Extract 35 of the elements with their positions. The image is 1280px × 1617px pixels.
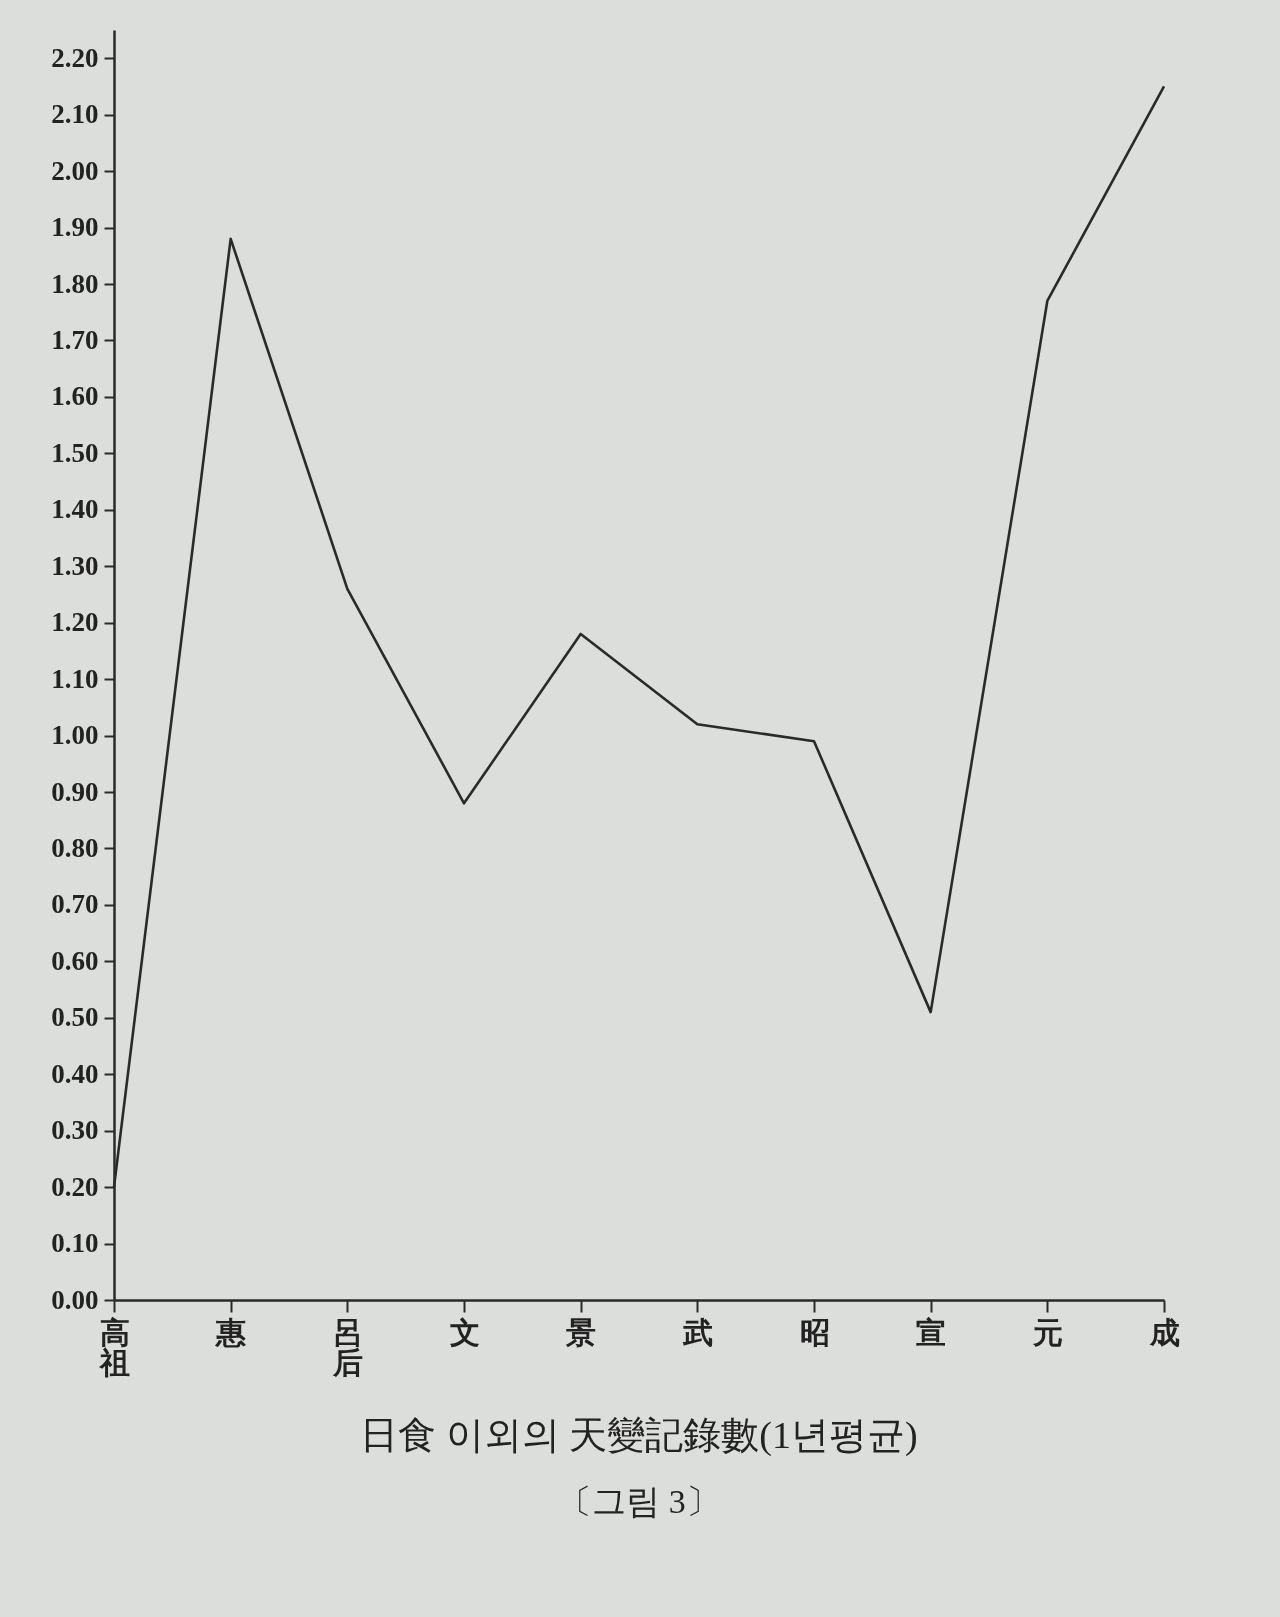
y-tick-label: 1.70 [51,324,99,355]
y-tick-label: 0.40 [51,1058,99,1089]
text: 〔그림 3〕 [558,1483,720,1520]
y-tick-label: 2.00 [51,155,99,186]
x-tick-label: 元 [1031,1315,1063,1349]
y-tick-label: 1.00 [51,720,99,751]
text: 日食 이외의 天變記錄數(1년평균) [360,1414,918,1457]
y-tick-label: 0.50 [51,1002,99,1033]
x-tick-label: 武 [681,1315,713,1349]
y-tick-label: 0.30 [51,1115,99,1146]
y-tick-label: 1.90 [51,212,99,243]
y-tick-label: 0.90 [51,776,99,807]
y-tick-label: 2.20 [51,42,99,73]
y-tick-label: 0.70 [51,889,99,920]
y-tick-label: 1.80 [51,268,99,299]
y-tick-label: 0.60 [51,945,99,976]
x-tick-label: 呂后 [331,1315,363,1379]
y-tick-label: 1.20 [51,607,99,638]
y-tick-label: 2.10 [51,99,99,130]
y-tick-label: 1.40 [51,494,99,525]
y-tick-label: 0.00 [51,1284,99,1315]
y-tick-label: 1.50 [51,437,99,468]
y-tick-label: 1.10 [51,663,99,694]
y-tick-label: 1.60 [51,381,99,412]
x-tick-label: 昭 [799,1315,830,1349]
x-tick-label: 高祖 [97,1315,130,1379]
x-tick-label: 成 [1148,1315,1180,1349]
y-tick-label: 0.80 [51,832,99,863]
y-tick-label: 1.30 [51,550,99,581]
x-tick-label: 宣 [916,1315,947,1349]
y-tick-label: 0.10 [51,1228,99,1259]
x-tick-label: 惠 [214,1315,247,1349]
y-tick-label: 0.20 [51,1171,99,1202]
x-tick-label: 景 [565,1315,597,1349]
x-tick-label: 文 [449,1315,480,1349]
